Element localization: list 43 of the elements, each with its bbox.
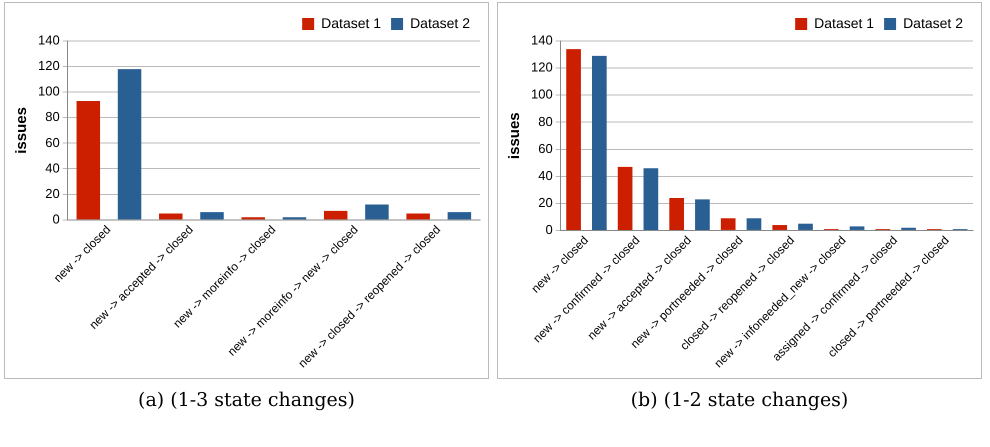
y-axis-title: issues [13,107,30,154]
y-tick-label: 100 [530,86,553,102]
bar [720,218,736,230]
bar [592,56,607,230]
y-tick-label: 60 [45,134,60,150]
y-tick-label: 60 [538,140,553,156]
y-tick-label: 0 [52,211,60,226]
bar [746,218,762,230]
y-tick-label: 20 [538,194,553,210]
y-tick-label: 100 [38,84,60,99]
legend-label: Dataset 1 [321,14,382,31]
bar [406,213,430,220]
bar [118,69,142,220]
bar [448,212,472,220]
bar [798,224,813,230]
bar [76,101,100,220]
y-tick-label: 120 [530,60,553,75]
legend-label: Dataset 2 [410,14,470,31]
y-axis-title: issues [506,112,524,160]
y-tick-label: 40 [45,160,60,176]
y-tick-label: 0 [545,222,553,238]
bar [772,225,788,230]
text: (a) (1-3 state changes) [137,389,356,411]
bar [669,198,684,230]
bar [644,168,658,230]
y-tick-label: 20 [45,186,60,201]
y-tick-label: 80 [45,109,60,124]
legend-label: Dataset 2 [903,14,964,31]
bar [566,49,581,230]
y-tick-label: 140 [530,32,553,48]
bar [695,199,710,230]
y-tick-label: 40 [538,168,553,183]
bar [324,210,348,220]
bar [365,204,389,220]
bar [159,213,183,220]
y-tick-label: 80 [538,114,553,129]
y-tick-label: 120 [38,58,60,74]
y-tick-label: 140 [38,32,60,48]
text: (b) (1-2 state changes) [630,389,850,411]
bar [850,226,864,230]
bar [618,166,632,230]
legend-label: Dataset 1 [814,14,874,31]
bar [200,212,224,220]
